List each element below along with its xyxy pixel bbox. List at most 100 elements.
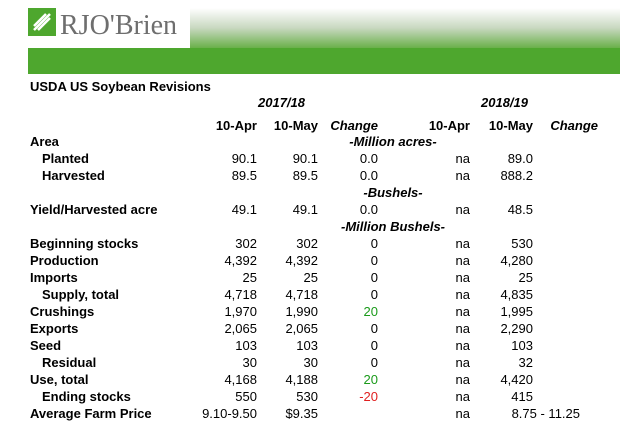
cell: 0.0 <box>359 168 378 183</box>
row-label: Residual <box>42 355 97 370</box>
cell: 48.5 <box>507 202 533 217</box>
cell: 4,718 <box>285 287 318 302</box>
cell: 0 <box>370 287 378 302</box>
cell: 4,835 <box>500 287 533 302</box>
cell: -20 <box>359 389 378 404</box>
header: RJO'Brien <box>28 8 620 74</box>
header-band <box>190 8 620 48</box>
cell: 0 <box>370 270 378 285</box>
cell: 4,392 <box>224 253 257 268</box>
table-title: USDA US Soybean Revisions <box>30 79 211 94</box>
column-header: 10-Apr <box>428 118 470 133</box>
header-bar <box>28 48 620 74</box>
row-label: Area <box>30 134 59 149</box>
group-header: 2017/18 <box>258 95 305 110</box>
cell: na <box>455 338 470 353</box>
cell: 103 <box>235 338 257 353</box>
cell: na <box>455 304 470 319</box>
cell: 0 <box>370 338 378 353</box>
cell: 0 <box>370 236 378 251</box>
cell: 4,420 <box>500 372 533 387</box>
row-label: Seed <box>30 338 62 353</box>
cell: 0.0 <box>359 202 378 217</box>
cell: 550 <box>235 389 257 404</box>
cell: 90.1 <box>231 151 257 166</box>
row-label: Exports <box>30 321 79 336</box>
cell: 25 <box>242 270 257 285</box>
row-label: Use, total <box>30 372 89 387</box>
column-header: 10-Apr <box>215 118 257 133</box>
group-header: 2018/19 <box>481 95 528 110</box>
cell: 0 <box>370 321 378 336</box>
cell: 20 <box>363 372 378 387</box>
cell: na <box>455 202 470 217</box>
cell: 89.5 <box>231 168 257 183</box>
cell: 90.1 <box>292 151 318 166</box>
cell: 4,168 <box>224 372 257 387</box>
cell: na <box>455 253 470 268</box>
column-header: 10-May <box>273 118 318 133</box>
cell: 0 <box>370 355 378 370</box>
cell: 2,290 <box>500 321 533 336</box>
row-label: Imports <box>30 270 78 285</box>
cell: 4,718 <box>224 287 257 302</box>
cell: 25 <box>303 270 318 285</box>
row-label: Supply, total <box>42 287 120 302</box>
cell: 9.10-9.50 <box>202 406 257 421</box>
cell: 30 <box>242 355 257 370</box>
row-label: Average Farm Price <box>30 406 152 421</box>
cell: 1,970 <box>224 304 257 319</box>
cell: 2,065 <box>285 321 318 336</box>
cell: na <box>455 151 470 166</box>
cell: 20 <box>363 304 378 319</box>
cell: na <box>455 270 470 285</box>
cell: na <box>455 355 470 370</box>
cell: 302 <box>296 236 318 251</box>
cell: na <box>455 321 470 336</box>
cell: 4,392 <box>285 253 318 268</box>
cell: 1,990 <box>285 304 318 319</box>
cell: na <box>455 372 470 387</box>
logo-text: RJO'Brien <box>60 10 177 41</box>
cell: 49.1 <box>231 202 257 217</box>
cell: 2,065 <box>224 321 257 336</box>
row-label: Harvested <box>42 168 105 183</box>
column-header: Change <box>550 118 598 133</box>
cell: 32 <box>518 355 533 370</box>
cell: 49.1 <box>292 202 318 217</box>
row-label: Production <box>30 253 99 268</box>
row-label: Planted <box>42 151 89 166</box>
cell: na <box>455 236 470 251</box>
cell: na <box>455 389 470 404</box>
row-label: Ending stocks <box>42 389 131 404</box>
unit-label: -Million acres- <box>349 134 437 149</box>
cell: 4,280 <box>500 253 533 268</box>
cell: 1,995 <box>500 304 533 319</box>
cell: 103 <box>296 338 318 353</box>
cell: 0.0 <box>359 151 378 166</box>
row-label: Crushings <box>30 304 95 319</box>
logo-mark <box>33 13 51 31</box>
cell: na <box>455 287 470 302</box>
row-label: Yield/Harvested acre <box>30 202 158 217</box>
cell: 530 <box>296 389 318 404</box>
cell: 30 <box>303 355 318 370</box>
cell: 89.0 <box>507 151 533 166</box>
cell: na <box>455 168 470 183</box>
cell: 888.2 <box>500 168 533 183</box>
cell: 103 <box>511 338 533 353</box>
unit-label: -Million Bushels- <box>341 219 445 234</box>
row-label: Beginning stocks <box>30 236 139 251</box>
column-header: Change <box>330 118 378 133</box>
cell: 415 <box>511 389 533 404</box>
unit-label: -Bushels- <box>363 185 423 200</box>
cell: 302 <box>235 236 257 251</box>
column-header: 10-May <box>488 118 533 133</box>
cell: $9.35 <box>285 406 318 421</box>
cell: 530 <box>511 236 533 251</box>
cell: 4,188 <box>285 372 318 387</box>
cell: 25 <box>518 270 533 285</box>
cell: 89.5 <box>292 168 318 183</box>
cell: 8.75 - 11.25 <box>511 406 580 421</box>
cell: na <box>455 406 470 421</box>
